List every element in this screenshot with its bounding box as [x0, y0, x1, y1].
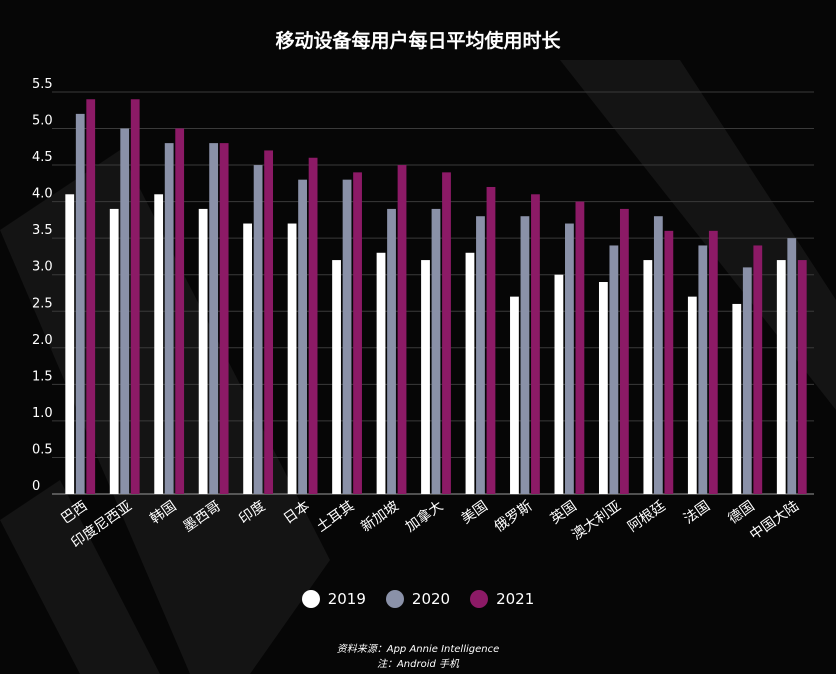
y-tick-label: 1.5 [32, 369, 53, 384]
bar-2019-5 [287, 223, 297, 494]
bar-2021-5 [308, 157, 318, 495]
bar-2020-8 [431, 208, 441, 494]
bar-2021-11 [575, 201, 585, 494]
bar-2021-9 [486, 186, 496, 495]
bar-2020-7 [387, 208, 396, 494]
bar-2020-10 [520, 216, 530, 494]
y-tick-label: 2.5 [32, 296, 53, 311]
bar-2019-6 [332, 260, 341, 494]
bar-2021-13 [664, 230, 674, 494]
bar-2021-10 [531, 194, 540, 495]
bar-2019-10 [510, 296, 519, 494]
bar-2019-14 [687, 296, 697, 494]
bar-2019-8 [421, 260, 430, 494]
android-note: 注：Android 手机 [376, 659, 460, 670]
bar-2021-15 [753, 245, 763, 494]
bar-2019-1 [109, 208, 119, 494]
bar-2019-13 [643, 260, 653, 494]
bar-2020-16 [787, 238, 797, 494]
bar-2020-15 [742, 267, 752, 494]
bar-2019-15 [732, 303, 742, 494]
x-tick-label: 英国 [547, 497, 580, 527]
decor-band-1 [560, 60, 836, 410]
bar-2020-2 [164, 143, 174, 494]
bar-2021-0 [86, 99, 96, 494]
bar-2020-9 [476, 216, 485, 494]
x-tick-label: 加拿大 [402, 497, 446, 535]
bar-2021-12 [619, 208, 629, 494]
x-tick-label: 土耳其 [314, 498, 358, 535]
legend-label: 2021 [496, 590, 535, 608]
y-tick-label: 3.0 [32, 260, 53, 275]
y-tick-label: 1.0 [32, 406, 53, 421]
y-tick-label: 4.5 [32, 150, 53, 165]
y-tick-label: 2.0 [32, 333, 53, 348]
y-tick-label: 5.0 [32, 114, 53, 129]
bar-2020-13 [653, 216, 663, 494]
y-tick-label: 5.5 [32, 77, 53, 92]
bar-2021-14 [708, 230, 718, 494]
bar-2020-5 [298, 179, 307, 495]
legend-item-2019: 2019 [301, 590, 366, 608]
bar-2020-4 [253, 165, 263, 495]
legend-item-2020: 2020 [385, 590, 451, 608]
legend-label: 2019 [327, 590, 366, 608]
y-tick-label: 3.5 [32, 223, 53, 238]
bar-2019-9 [465, 252, 475, 494]
bar-2021-4 [264, 150, 274, 494]
legend-swatch [301, 590, 320, 608]
bar-2020-11 [565, 223, 574, 494]
bar-2019-7 [376, 252, 386, 494]
bar-2021-8 [442, 172, 451, 495]
bar-2021-16 [797, 260, 807, 494]
bar-2020-1 [120, 128, 130, 494]
y-tick-label: 0 [32, 479, 40, 494]
bar-2021-2 [175, 128, 185, 494]
bar-2019-2 [154, 194, 164, 495]
y-tick-label: 4.0 [32, 187, 53, 202]
y-tick-label: 0.5 [32, 442, 53, 457]
bar-2021-7 [397, 165, 407, 495]
bar-2020-12 [609, 245, 619, 494]
x-tick-label: 中国大陆 [747, 498, 802, 543]
x-tick-label: 阿根廷 [625, 498, 669, 535]
source-note: 资料来源：App Annie Intelligence [336, 644, 500, 655]
bar-2019-3 [198, 208, 208, 494]
x-tick-label: 俄罗斯 [492, 498, 536, 535]
x-tick-label: 法国 [681, 498, 713, 527]
bar-2021-6 [353, 172, 362, 495]
x-tick-label: 新加坡 [358, 498, 402, 535]
y-axis: 0 0.5 1.0 1.5 2.0 2.5 3.0 3.5 4.0 4.5 5.0 5.5 [32, 77, 53, 494]
bar-2019-12 [598, 282, 608, 494]
bar-2020-6 [342, 179, 352, 495]
legend: 2019 2020 2021 [0, 590, 836, 608]
bar-2019-0 [65, 194, 75, 495]
legend-label: 2020 [411, 590, 451, 608]
x-tick-label: 美国 [459, 498, 491, 527]
bar-2019-11 [554, 274, 564, 494]
chart-title: 移动设备每用户每日平均使用时长 [275, 30, 561, 52]
x-tick-label: 澳大利亚 [569, 498, 624, 543]
legend-swatch [470, 590, 489, 608]
bar-2020-0 [75, 113, 85, 494]
bars [65, 99, 807, 495]
bar-2020-14 [698, 245, 708, 494]
legend-swatch [385, 590, 404, 608]
bar-2019-16 [776, 260, 786, 494]
bar-2019-4 [243, 223, 253, 494]
legend-item-2021: 2021 [470, 590, 534, 608]
bar-2020-3 [209, 143, 219, 494]
x-tick-label: 德国 [725, 498, 757, 527]
decor-band-2 [0, 480, 160, 674]
bar-2021-1 [130, 99, 140, 494]
bar-2021-3 [219, 143, 229, 494]
